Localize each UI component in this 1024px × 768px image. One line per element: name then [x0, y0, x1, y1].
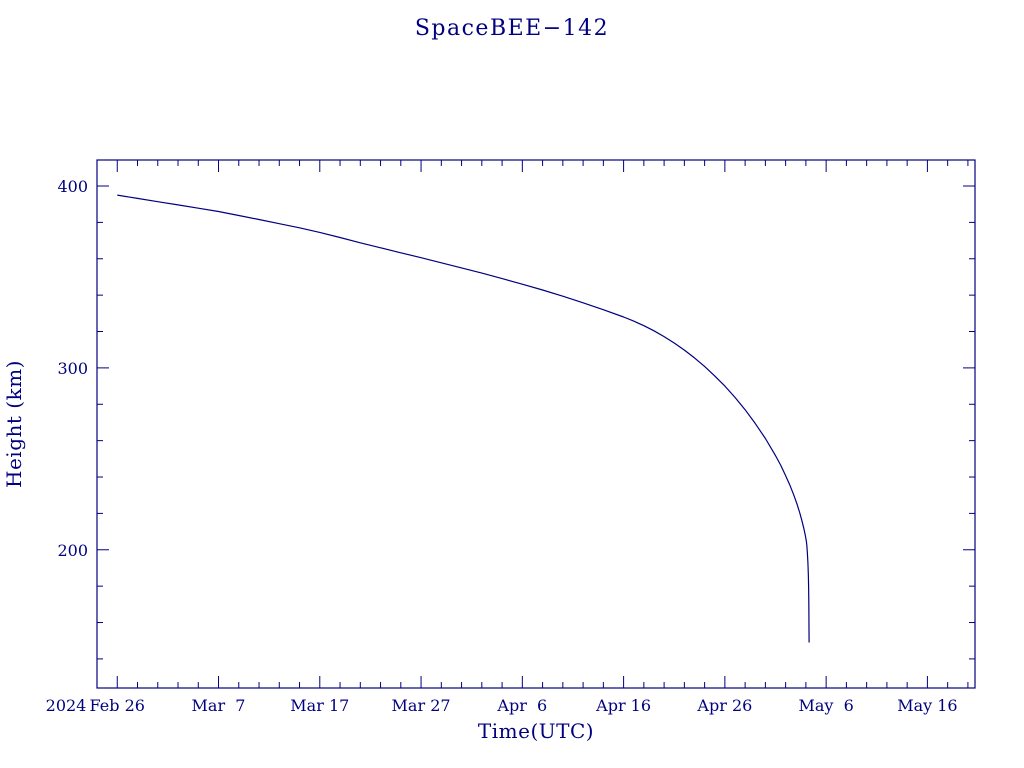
x-tick-label: May 16	[897, 696, 957, 715]
x-tick-label: Mar 17	[290, 696, 349, 715]
x-tick-label: Apr 26	[696, 696, 752, 715]
x-axis-title: Time(UTC)	[477, 719, 595, 743]
decay-curve	[117, 194, 810, 643]
y-tick-label: 200	[57, 541, 88, 560]
y-tick-label: 300	[57, 359, 88, 378]
x-tick-label: Apr 16	[595, 696, 651, 715]
x-tick-label: Apr 6	[496, 696, 547, 715]
chart-title: SpaceBEE−142	[414, 16, 610, 41]
plot-frame	[96, 159, 976, 689]
x-tick-label: Mar 7	[192, 696, 246, 715]
x-axis-year-label: 2024	[46, 696, 87, 715]
x-tick-label: May 6	[798, 696, 853, 715]
y-tick-label: 400	[57, 177, 88, 196]
x-tick-label: Mar 27	[392, 696, 451, 715]
x-tick-label: Feb 26	[90, 696, 145, 715]
